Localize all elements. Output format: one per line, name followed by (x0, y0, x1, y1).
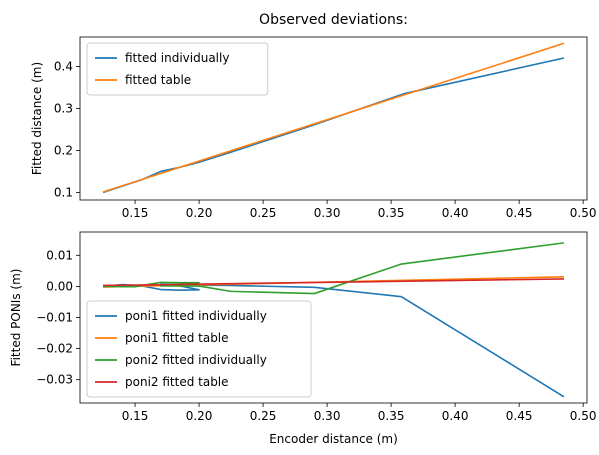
plot1-legend-entry: fitted table (125, 73, 191, 87)
plot1-x-tick-label: 0.25 (250, 206, 277, 220)
plot2-legend-box (86, 300, 312, 398)
plot1-y-tick-label: 0.1 (54, 185, 73, 199)
plot2-y-tick-label: 0.01 (46, 248, 73, 262)
plot2-x-tick-label: 0.15 (122, 409, 149, 423)
plot1-x-tick-label: 0.40 (442, 206, 469, 220)
plot2-x-tick-label: 0.25 (250, 409, 277, 423)
plot2-legend-entry: poni2 fitted table (125, 375, 229, 389)
plot1-x-tick-label: 0.50 (570, 206, 597, 220)
plot1-x-tick-label: 0.20 (186, 206, 213, 220)
plot2-legend-entry: poni1 fitted individually (125, 309, 267, 323)
plot1-x-tick-label: 0.35 (378, 206, 405, 220)
plot2-y-tick-label: −0.02 (36, 342, 73, 356)
plot2-y-tick-label: −0.01 (36, 311, 73, 325)
plot1-y-axis-label: Fitted distance (m) (30, 62, 44, 175)
plot1-x-tick-label: 0.15 (122, 206, 149, 220)
plot2-x-tick-label: 0.35 (378, 409, 405, 423)
plot1-x-tick-label: 0.30 (314, 206, 341, 220)
plot2-x-tick-label: 0.45 (506, 409, 533, 423)
plot2-y-axis-label: Fitted PONIs (m) (9, 269, 23, 367)
plot2-x-tick-label: 0.40 (442, 409, 469, 423)
plot2-series-line-3 (103, 242, 565, 295)
plot1-legend-box (86, 42, 269, 96)
plot2-x-tick-label: 0.30 (314, 409, 341, 423)
plot2-legend-entry: poni2 fitted individually (125, 353, 267, 367)
plot2-x-axis-label: Encoder distance (m) (269, 432, 398, 446)
plot1-legend-entry: fitted individually (125, 51, 229, 65)
plot2-y-tick-label: −0.03 (36, 373, 73, 387)
plot2-legend-entry: poni1 fitted table (125, 331, 229, 345)
plot2-x-tick-label: 0.20 (186, 409, 213, 423)
plot1-y-tick-label: 0.4 (54, 59, 73, 73)
plot1-y-tick-label: 0.3 (54, 101, 73, 115)
plot1-series-line-2 (102, 42, 565, 193)
plot1-y-tick-label: 0.2 (54, 143, 73, 157)
plot1-axes-frame (79, 36, 588, 201)
plot1-x-tick-label: 0.45 (506, 206, 533, 220)
plot2-y-tick-label: 0.00 (46, 279, 73, 293)
plot1-title: Observed deviations: (259, 12, 408, 28)
plot2-series-line-4 (103, 278, 564, 287)
plot2-x-tick-label: 0.50 (570, 409, 597, 423)
